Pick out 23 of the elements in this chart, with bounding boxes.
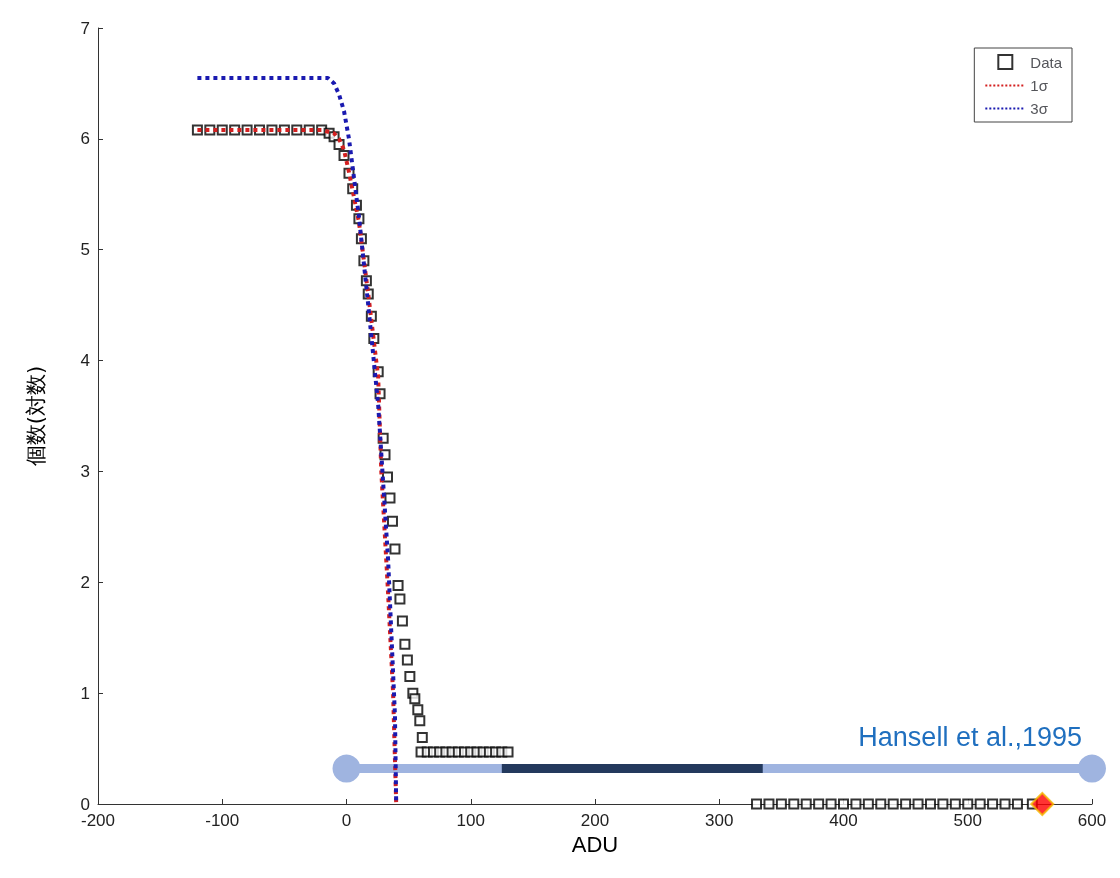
y-tick-label: 6 — [80, 129, 90, 149]
legend-label: Data — [1030, 53, 1063, 71]
x-tick-label: -200 — [80, 811, 116, 830]
y-tick-label: 5 — [80, 240, 90, 260]
legend-label: 3σ — [1030, 100, 1049, 117]
x-axis-title: ADU — [571, 832, 619, 858]
legend-label: 1σ — [1030, 77, 1049, 94]
y-tick-label: 0 — [80, 794, 90, 814]
x-tick-label: 300 — [705, 811, 734, 830]
y-axis-title: 個数(対数) — [23, 365, 48, 467]
x-tick-label: 500 — [953, 811, 982, 830]
x-tick-label: 0 — [341, 811, 352, 830]
x-tick-label: 600 — [1077, 811, 1107, 830]
x-tick-label: 400 — [829, 811, 858, 830]
y-tick-label: 7 — [80, 18, 90, 38]
y-tick-label: 1 — [80, 683, 90, 703]
y-tick-label: 2 — [80, 572, 90, 592]
x-tick-label: 200 — [580, 811, 610, 830]
x-tick-label: -100 — [205, 811, 240, 830]
x-tick-label: 100 — [456, 811, 485, 830]
y-tick-label: 4 — [80, 351, 90, 371]
y-tick-label: 3 — [80, 461, 90, 481]
annotation: Hansell et al.,1995 — [858, 722, 1082, 753]
